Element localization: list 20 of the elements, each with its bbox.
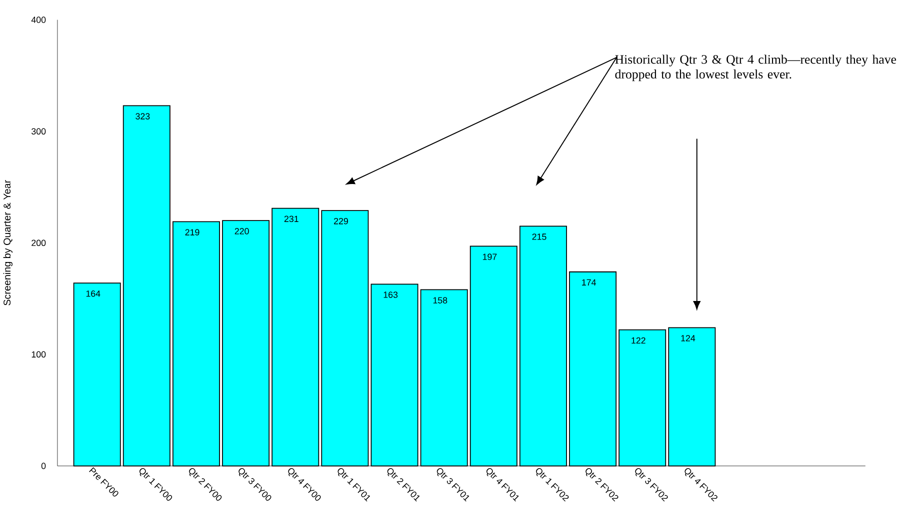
data-label: 158 — [433, 296, 448, 304]
y-tick-label: 400 — [31, 16, 46, 23]
data-label: 220 — [234, 228, 249, 234]
data-label: 219 — [185, 228, 200, 236]
y-tick-label: 100 — [32, 351, 46, 358]
annotation: Historically Qtr 3 & Qtr 4 climb—recently they have dropped to the lowest levels ever. — [615, 54, 896, 81]
data-label: 231 — [284, 216, 298, 222]
data-label: 174 — [582, 279, 596, 286]
data-label: 197 — [482, 253, 497, 260]
y-tick-label: 300 — [32, 128, 46, 134]
data-label: 122 — [632, 337, 646, 344]
y-tick-label: 0 — [41, 462, 46, 469]
data-label: 229 — [334, 218, 348, 224]
data-label: 323 — [136, 112, 150, 120]
data-label: 215 — [532, 233, 546, 240]
data-label: 124 — [681, 334, 696, 342]
data-label: 163 — [384, 291, 398, 298]
y-tick-label: 200 — [32, 240, 46, 246]
data-label: 164 — [86, 290, 100, 297]
y-axis-title: Screening by Quarter & Year — [3, 180, 12, 306]
